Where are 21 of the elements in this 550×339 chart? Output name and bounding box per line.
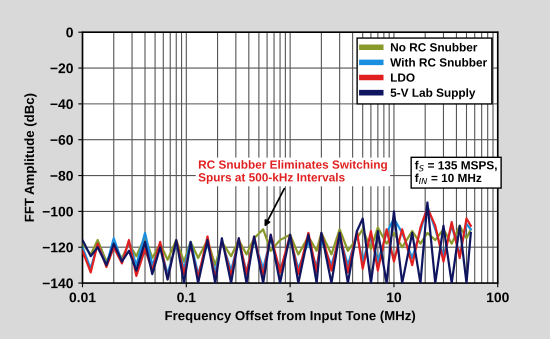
y-tick-label: −60	[50, 135, 73, 145]
y-tick-label: −140	[42, 278, 73, 288]
legend-label: LDO	[390, 73, 415, 82]
y-tick-label: 0	[66, 28, 73, 38]
y-tick-label: −120	[42, 242, 73, 252]
x-tick-label: 10	[387, 292, 402, 302]
y-tick-label: −80	[50, 170, 73, 181]
y-axis-title: FFT Amplitude (dBc)	[24, 94, 37, 222]
x-tick-label: 100	[487, 292, 509, 302]
legend-label: No RC Snubber	[390, 42, 478, 52]
annotation: RC Snubber Eliminates Switching Spurs at 500-kHz Intervals	[198, 160, 387, 184]
y-tick-label: −20	[50, 63, 73, 74]
x-axis-title: Frequency Offset from Input Tone (MHz)	[165, 310, 416, 323]
x-tick-label: 1	[287, 292, 294, 302]
x-tick-label: 0.1	[177, 292, 196, 302]
annotation: f$_{S}$ = 135 MSPS, f$_{IN}$ = 10 MHz	[414, 160, 497, 184]
legend-label: With RC Snubber	[390, 58, 487, 67]
y-tick-label: −100	[42, 206, 73, 217]
x-tick-label: 0.01	[70, 292, 96, 302]
y-tick-label: −40	[50, 99, 73, 110]
legend-label: 5-V Lab Supply	[390, 88, 476, 100]
